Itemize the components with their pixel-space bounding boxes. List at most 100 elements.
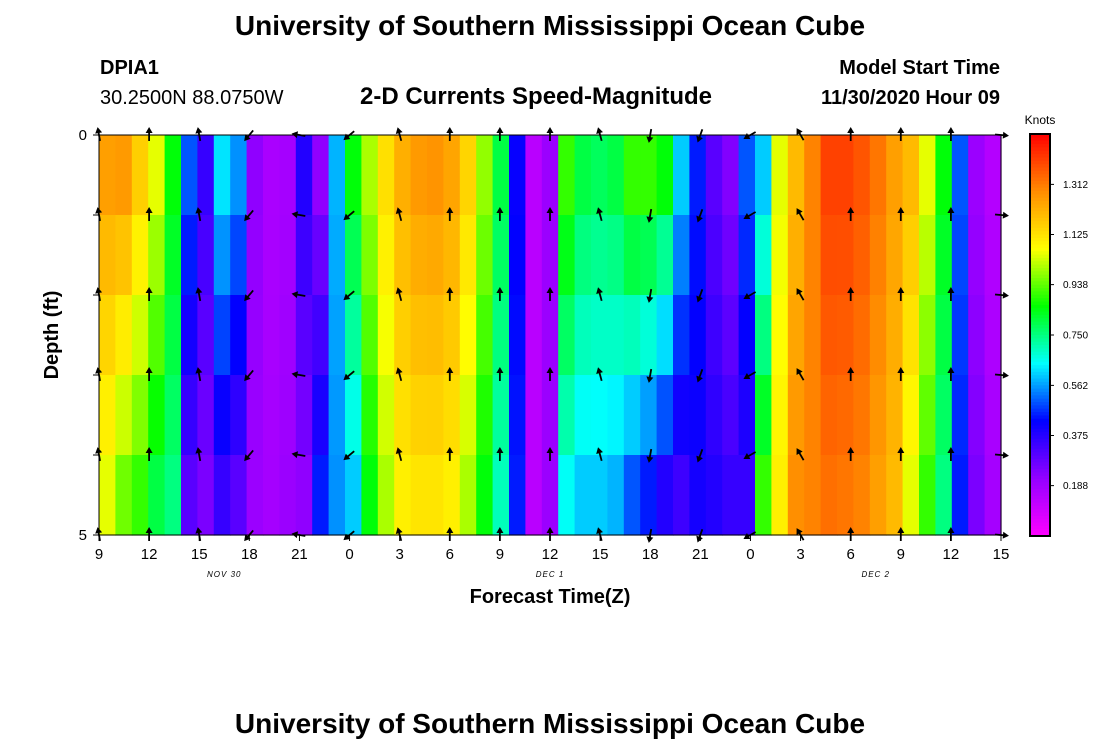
heatmap-cell — [640, 295, 658, 376]
heatmap-cell — [197, 295, 215, 376]
current-arrow — [343, 530, 355, 541]
colorbar-swatch — [1030, 485, 1050, 490]
heatmap-cell — [279, 295, 297, 376]
colorbar-swatch — [1030, 271, 1050, 276]
heatmap-cell — [902, 375, 920, 456]
heatmap-cell — [722, 455, 740, 536]
colorbar-swatch — [1030, 308, 1050, 313]
current-arrow — [446, 207, 454, 221]
current-arrow — [696, 129, 704, 143]
heatmap-cell — [705, 375, 723, 456]
heatmap-cell — [181, 455, 198, 536]
colorbar-swatch — [1030, 522, 1050, 527]
heatmap-cell — [755, 215, 772, 296]
heatmap-cell — [656, 375, 674, 456]
current-arrow — [947, 127, 955, 141]
current-arrow — [796, 128, 805, 141]
heatmap-cell — [476, 295, 494, 376]
current-arrow — [446, 287, 454, 301]
station-id: DPIA1 — [100, 57, 159, 79]
colorbar-swatch — [1030, 368, 1050, 373]
current-arrow — [546, 527, 554, 541]
colorbar-swatch — [1030, 455, 1050, 460]
current-arrow — [596, 527, 603, 542]
heatmap-cell — [459, 295, 477, 376]
current-arrow — [291, 371, 306, 379]
heatmap-cell — [853, 455, 871, 536]
current-arrow — [145, 367, 153, 381]
page-title: University of Southern Mississippi Ocean… — [234, 10, 866, 41]
heatmap-cell — [623, 375, 641, 456]
colorbar-swatch — [1030, 358, 1050, 363]
colorbar-swatch — [1030, 422, 1050, 426]
heatmap-cell — [689, 455, 707, 536]
heatmap-cell — [197, 135, 215, 216]
heatmap-cell — [427, 295, 444, 376]
heatmap-cell — [295, 295, 313, 376]
current-arrow — [947, 527, 955, 541]
heatmap-cell — [984, 375, 1002, 456]
x-tick-label: 9 — [897, 546, 905, 563]
date-label: DEC 1 — [536, 570, 565, 579]
colorbar-swatch — [1030, 201, 1050, 205]
colorbar-swatch — [1030, 241, 1050, 246]
colorbar-tick-label: 0.375 — [1063, 431, 1088, 442]
heatmap-cell — [164, 135, 182, 216]
heatmap-cell — [738, 375, 756, 456]
heatmap-cell — [279, 375, 297, 456]
heatmap-cell — [148, 455, 166, 536]
heatmap-cell — [345, 135, 362, 216]
x-tick-label: 12 — [141, 546, 158, 563]
heatmap-cell — [181, 135, 198, 216]
heatmap-cell — [476, 455, 494, 536]
colorbar-unit: Knots — [1025, 113, 1056, 127]
colorbar-swatch — [1030, 489, 1050, 493]
heatmap-cell — [935, 455, 953, 536]
heatmap-cell — [951, 215, 969, 296]
current-arrow — [743, 371, 757, 380]
current-arrow — [343, 130, 355, 141]
heatmap-cell — [263, 295, 280, 376]
colorbar-swatch — [1030, 388, 1050, 393]
heatmap-cell — [230, 295, 248, 376]
heatmap-cell — [246, 375, 264, 456]
current-arrow — [796, 368, 805, 381]
heatmap-cell — [886, 375, 904, 456]
colorbar-swatch — [1030, 234, 1050, 239]
colorbar-swatch — [1030, 402, 1050, 406]
current-arrow — [195, 127, 203, 142]
heatmap-cell — [263, 375, 280, 456]
colorbar-swatch — [1030, 264, 1050, 269]
heatmap-cell — [837, 375, 854, 456]
colorbar-swatch — [1030, 452, 1050, 457]
heatmap-cell — [656, 295, 674, 376]
colorbar-swatch — [1030, 512, 1050, 517]
current-arrow — [95, 287, 103, 302]
date-label: DEC 2 — [861, 570, 890, 579]
colorbar-swatch — [1030, 190, 1050, 195]
current-arrow — [847, 527, 855, 541]
heatmap-cell — [230, 375, 248, 456]
colorbar-swatch — [1030, 278, 1050, 282]
heatmap-cell — [722, 215, 740, 296]
colorbar-swatch — [1030, 167, 1050, 172]
colorbar-swatch — [1030, 378, 1050, 383]
current-arrow — [343, 290, 355, 301]
heatmap-cell — [148, 215, 166, 296]
current-arrow — [743, 531, 757, 540]
heatmap-cell — [951, 375, 969, 456]
colorbar-swatch — [1030, 495, 1050, 500]
current-arrow — [343, 210, 355, 221]
heatmap-cell — [509, 295, 526, 376]
heatmap-cell — [492, 135, 510, 216]
heatmap-cell — [279, 215, 297, 296]
heatmap-cell — [181, 375, 198, 456]
colorbar-swatch — [1030, 150, 1050, 155]
current-arrow — [95, 527, 103, 542]
heatmap-cell — [492, 455, 510, 536]
current-arrow — [646, 368, 654, 383]
heatmap-cell — [377, 295, 395, 376]
current-arrow — [145, 447, 153, 461]
heatmap-cell — [230, 455, 248, 536]
colorbar-swatch — [1030, 328, 1050, 333]
